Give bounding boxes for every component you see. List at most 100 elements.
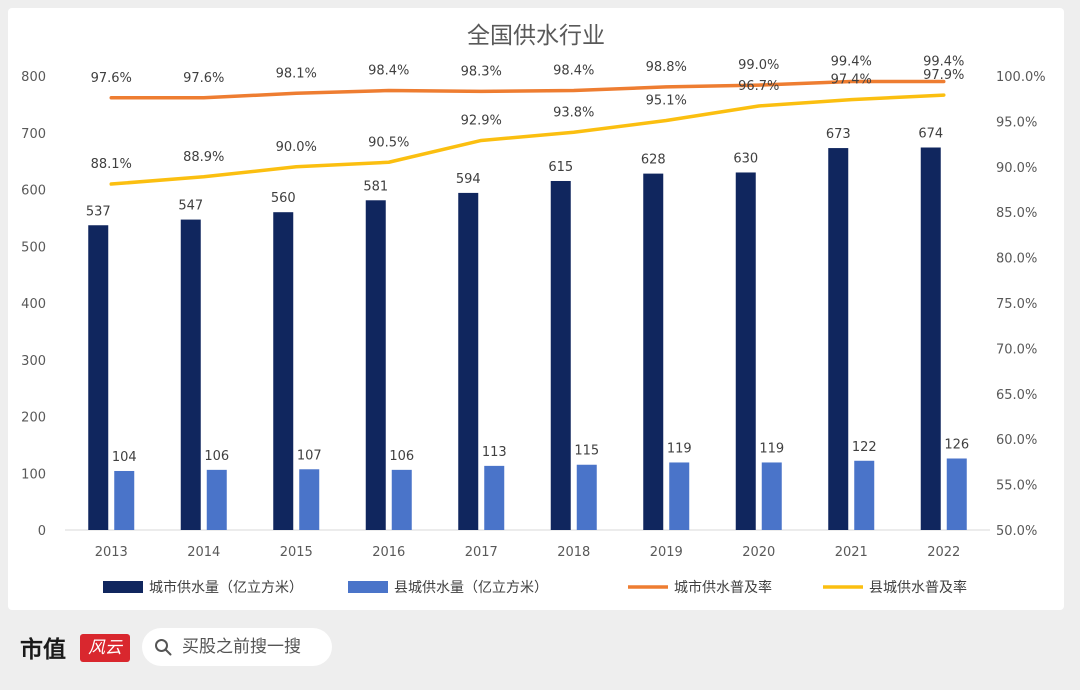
search-button[interactable]: 买股之前搜一搜 — [142, 628, 332, 666]
bar-value-label: 630 — [733, 151, 758, 166]
line-value-label: 98.3% — [461, 64, 502, 79]
y-right-tick-label: 55.0% — [996, 479, 1037, 494]
y-left-tick-label: 100 — [21, 467, 46, 482]
bar — [114, 470, 135, 530]
bar-value-label: 104 — [112, 450, 137, 465]
chart-card: 全国供水行业 0 100 200 300 400 500 600 700 800 50.0% 55.0… — [8, 8, 1064, 610]
bar — [458, 192, 479, 530]
x-tick-label: 2016 — [372, 545, 405, 560]
y-left-tick-label: 600 — [21, 184, 46, 199]
x-tick-label: 2022 — [927, 545, 960, 560]
bar-value-label: 107 — [297, 448, 322, 463]
x-tick-label: 2021 — [835, 545, 868, 560]
bar — [206, 469, 227, 530]
bar-value-label: 537 — [86, 204, 111, 219]
x-tick-label: 2014 — [187, 545, 220, 560]
x-tick-label: 2013 — [95, 545, 128, 560]
y-right-tick-label: 90.0% — [996, 161, 1037, 176]
brand-logo-mark: 风云 — [80, 634, 130, 662]
x-tick-label: 2020 — [742, 545, 775, 560]
y-right-tick-label: 80.0% — [996, 252, 1037, 267]
y-left-tick-label: 800 — [21, 70, 46, 85]
series-line — [109, 93, 946, 186]
bar — [669, 462, 690, 530]
bar-value-label: 119 — [759, 441, 784, 456]
bar — [920, 147, 941, 530]
legend-label: 县城供水普及率 — [869, 579, 967, 596]
bar — [946, 458, 967, 530]
line-value-label: 96.7% — [738, 79, 779, 94]
line-value-label: 88.1% — [91, 157, 132, 172]
bar — [484, 465, 505, 530]
search-icon — [155, 639, 172, 656]
brand-logo[interactable]: 市值 — [20, 636, 66, 663]
line-value-label: 99.4% — [923, 54, 964, 69]
y-right-tick-label: 95.0% — [996, 115, 1037, 130]
legend-label: 城市供水普及率 — [674, 579, 772, 596]
bar-value-label: 119 — [667, 441, 692, 456]
line-value-label: 99.4% — [831, 54, 872, 69]
bar-value-label: 113 — [482, 445, 507, 460]
line-value-label: 99.0% — [738, 58, 779, 73]
y-right-tick-label: 50.0% — [996, 524, 1037, 539]
y-right-tick-label: 85.0% — [996, 206, 1037, 221]
bar — [550, 180, 571, 531]
y-left-tick-label: 200 — [21, 411, 46, 426]
y-right-tick-label: 75.0% — [996, 297, 1037, 312]
bar-value-label: 581 — [363, 179, 388, 194]
legend-swatch — [103, 581, 143, 593]
line-value-label: 97.6% — [91, 71, 132, 86]
x-tick-label: 2017 — [465, 545, 498, 560]
line-value-label: 95.1% — [646, 93, 687, 108]
x-tick-label: 2018 — [557, 545, 590, 560]
bar-value-label: 628 — [641, 153, 666, 168]
bar-value-label: 106 — [389, 449, 414, 464]
line-value-label: 90.0% — [276, 140, 317, 155]
y-right-tick-label: 65.0% — [996, 388, 1037, 403]
bar-value-label: 674 — [918, 127, 943, 142]
x-tick-label: 2015 — [280, 545, 313, 560]
y-left-tick-label: 300 — [21, 354, 46, 369]
bar-value-label: 547 — [178, 199, 203, 214]
x-tick-label: 2019 — [650, 545, 683, 560]
footer: 市值 风云 买股之前搜一搜 — [0, 618, 1080, 690]
line-value-label: 97.6% — [183, 71, 224, 86]
line-value-label: 98.4% — [368, 64, 409, 79]
bar — [828, 148, 849, 530]
bar-value-label: 673 — [826, 127, 851, 142]
chart: 全国供水行业 0 100 200 300 400 500 600 700 800 50.0% 55.0… — [21, 23, 1046, 596]
bar — [643, 173, 664, 531]
search-label: 买股之前搜一搜 — [182, 637, 301, 657]
bar — [576, 464, 597, 530]
chart-title: 全国供水行业 — [467, 23, 605, 49]
line-value-label: 98.1% — [276, 66, 317, 81]
line-value-label: 93.8% — [553, 105, 594, 120]
bar-value-label: 122 — [852, 440, 877, 455]
y-left-tick-label: 500 — [21, 240, 46, 255]
bar — [299, 469, 320, 530]
y-right-tick-label: 70.0% — [996, 342, 1037, 357]
line-value-label: 97.9% — [923, 68, 964, 83]
bar — [391, 469, 412, 530]
bar — [273, 212, 294, 530]
bar — [365, 200, 386, 530]
bar-value-label: 615 — [548, 160, 573, 175]
bar — [735, 172, 756, 530]
bar-value-label: 560 — [271, 191, 296, 206]
line-value-label: 90.5% — [368, 135, 409, 150]
bar — [761, 462, 782, 530]
bar — [88, 225, 109, 530]
y-right-tick-label: 60.0% — [996, 433, 1037, 448]
bar-value-label: 126 — [944, 437, 969, 452]
y-left-tick-label: 400 — [21, 297, 46, 312]
bar-value-label: 115 — [574, 444, 599, 459]
y-left-tick-label: 0 — [38, 524, 46, 539]
y-left-tick-label: 700 — [21, 127, 46, 142]
line-value-label: 98.8% — [646, 60, 687, 75]
bar-value-label: 594 — [456, 172, 481, 187]
y-right-tick-label: 100.0% — [996, 70, 1046, 85]
bar — [180, 219, 201, 530]
series-line — [109, 79, 946, 100]
bar — [854, 460, 875, 530]
bar-value-label: 106 — [204, 449, 229, 464]
